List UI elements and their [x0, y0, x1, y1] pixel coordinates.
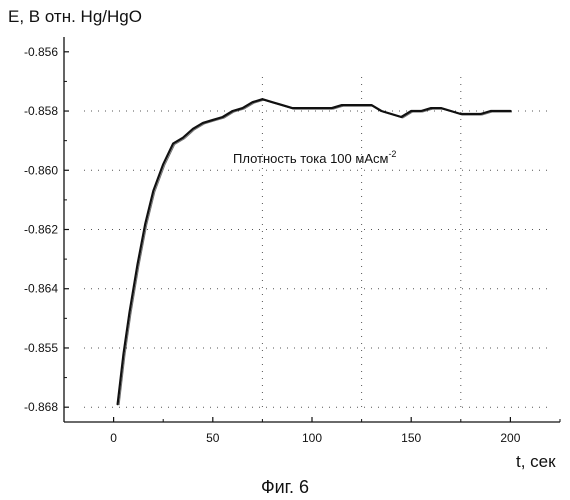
annotation-text: Плотность тока 100 мАсм — [233, 151, 388, 166]
series-layer — [118, 99, 512, 405]
y-tick-label: -0.860 — [24, 163, 58, 177]
x-tick-label: 150 — [401, 431, 421, 445]
x-tick-label: 200 — [500, 431, 520, 445]
annotation-superscript: -2 — [388, 149, 396, 159]
y-tick-label: -0.855 — [24, 341, 58, 355]
x-tick-label: 100 — [302, 431, 322, 445]
y-tick-label: -0.856 — [24, 45, 58, 59]
figure-caption: Фиг. 6 — [261, 477, 309, 497]
grid-layer — [84, 77, 550, 412]
annotation: Плотность тока 100 мАсм-2 — [233, 149, 396, 166]
y-tick-label: -0.868 — [24, 400, 58, 414]
y-tick-label: -0.858 — [24, 104, 58, 118]
x-tick-label: 50 — [206, 431, 220, 445]
series-line-shadow — [119, 100, 512, 405]
series-line — [118, 99, 511, 404]
y-ticks: -0.856 -0.858 -0.860 -0.862 -0.864 -0.855 -0.8… — [24, 45, 69, 414]
y-tick-label: -0.864 — [24, 282, 58, 296]
x-tick-label: 0 — [110, 431, 117, 445]
x-ticks: 0 50 100 150 200 — [64, 417, 560, 445]
x-axis-title: t, сек — [516, 452, 556, 471]
y-axis-title: E, В отн. Hg/HgO — [8, 7, 142, 26]
y-tick-label: -0.862 — [24, 223, 58, 237]
